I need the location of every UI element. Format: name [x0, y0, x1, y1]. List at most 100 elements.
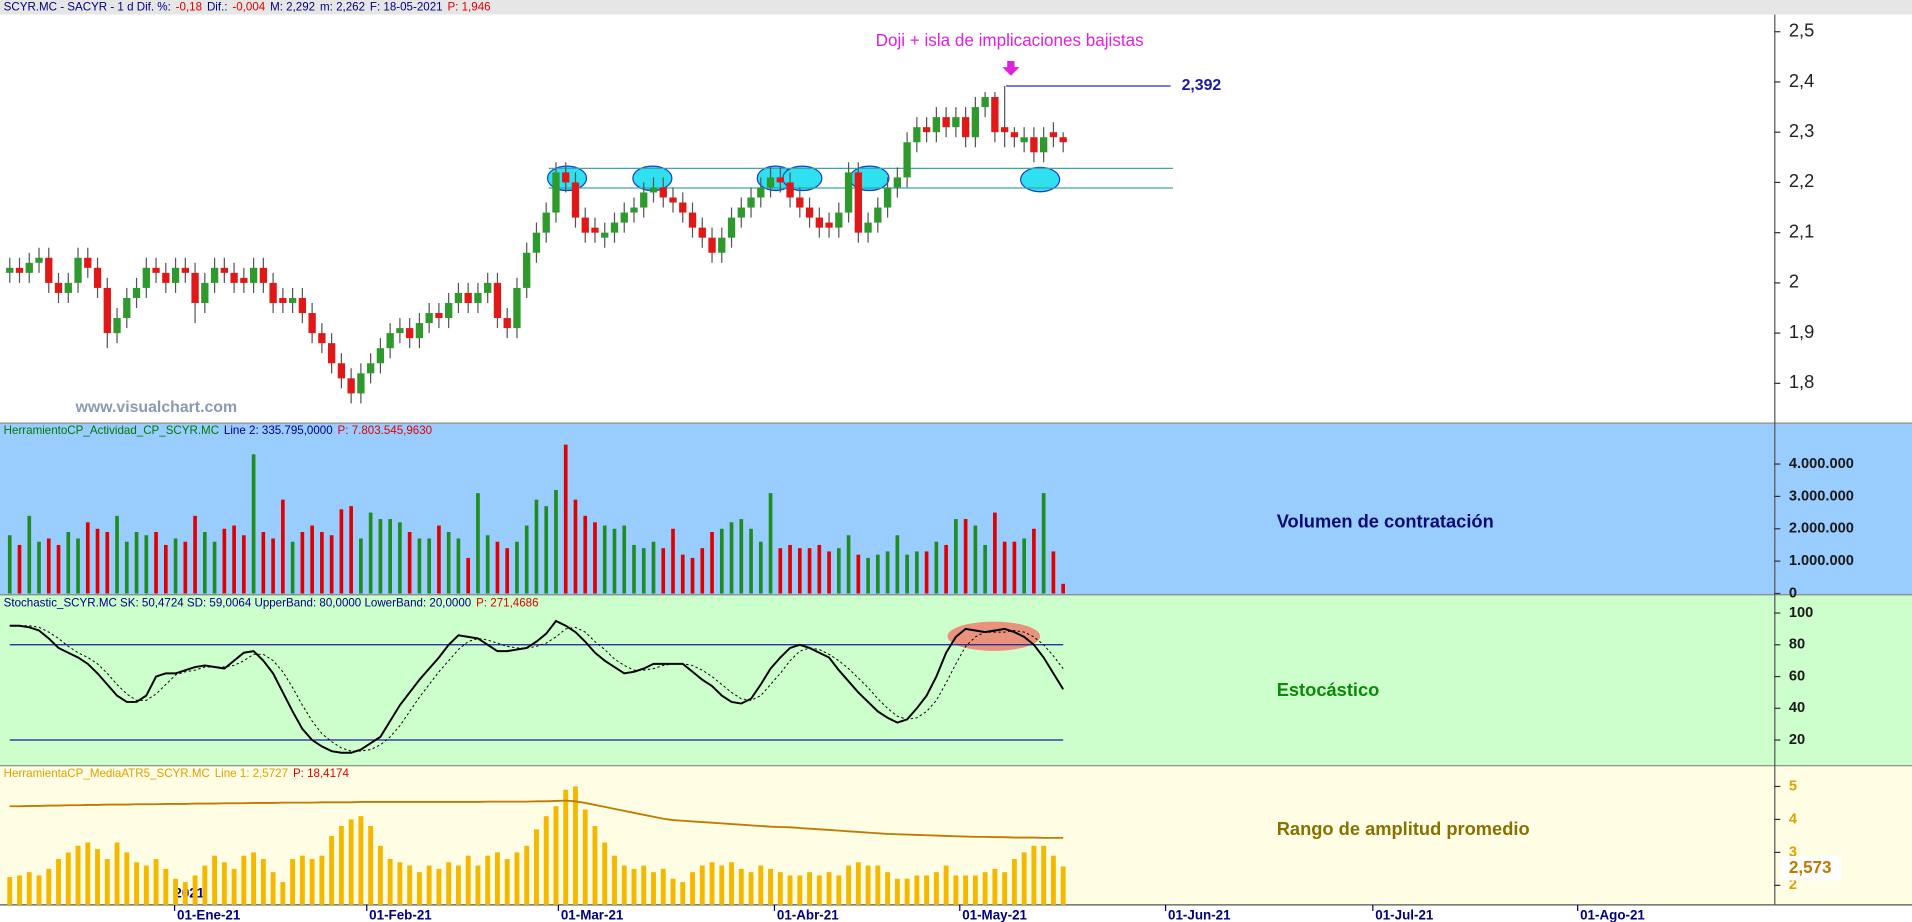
- bar: [76, 538, 80, 594]
- candle-body: [308, 313, 316, 334]
- bar: [524, 845, 530, 905]
- header-field: F: 18-05-2021: [370, 1, 443, 13]
- bar: [885, 551, 890, 594]
- bar: [202, 532, 207, 594]
- bar: [1002, 872, 1008, 905]
- bar: [1050, 855, 1056, 905]
- candle-body: [640, 192, 648, 208]
- candle-body: [181, 267, 189, 273]
- bar: [251, 454, 256, 594]
- bar: [485, 535, 490, 594]
- bar: [621, 865, 627, 905]
- panel-label: Volumen de contratación: [1277, 510, 1494, 531]
- candle-body: [747, 197, 755, 208]
- y-tick-label: 80: [1789, 637, 1805, 653]
- bar: [602, 842, 608, 905]
- bar: [710, 532, 714, 594]
- bar: [933, 872, 939, 905]
- bar: [573, 786, 578, 905]
- candle-body: [445, 302, 453, 319]
- bar: [232, 525, 236, 594]
- bar: [377, 845, 383, 905]
- price-panel: [0, 14, 1912, 423]
- bar: [807, 872, 813, 905]
- bar: [953, 875, 959, 905]
- candle-body: [25, 262, 33, 273]
- bar: [7, 535, 12, 594]
- x-tick-label: 01-Ene-21: [177, 907, 241, 922]
- bar: [554, 489, 558, 594]
- bar: [651, 541, 656, 594]
- highlight-ellipses: [546, 165, 1061, 193]
- bar: [709, 862, 715, 905]
- candle-body: [123, 297, 131, 319]
- bar: [894, 878, 900, 905]
- candle-body: [1020, 137, 1028, 143]
- bar: [95, 528, 100, 594]
- bar: [592, 826, 598, 905]
- y-tick-label: 2: [1789, 877, 1797, 893]
- bar: [1021, 852, 1027, 905]
- x-axis-strip: [0, 904, 1912, 922]
- header-strip: [0, 0, 1912, 15]
- bar: [738, 868, 744, 905]
- bar: [27, 515, 32, 594]
- bar: [505, 548, 510, 594]
- candle-body: [249, 267, 258, 283]
- bar: [729, 862, 734, 905]
- bar: [934, 541, 939, 594]
- bar: [543, 816, 549, 905]
- bar: [1031, 845, 1037, 905]
- bar: [660, 868, 666, 905]
- y-tick-label: 4: [1789, 811, 1798, 827]
- bar: [632, 544, 636, 594]
- candle-body: [854, 172, 862, 233]
- candle-body: [503, 318, 511, 329]
- y-tick-label: 1,9: [1789, 321, 1814, 342]
- candle-body: [981, 97, 989, 108]
- bar: [963, 875, 969, 905]
- bar: [65, 852, 71, 905]
- bar: [104, 858, 110, 905]
- bar: [534, 829, 539, 905]
- candle-body: [679, 202, 687, 213]
- y-tick-label: 4.000.000: [1789, 456, 1854, 472]
- y-tick-label: 2,4: [1789, 70, 1814, 91]
- candle-body: [191, 272, 199, 303]
- bar: [358, 816, 364, 905]
- candle-body: [347, 378, 355, 394]
- candle-body: [776, 177, 784, 183]
- candle-body: [279, 297, 287, 303]
- candle-body: [376, 348, 385, 364]
- candle-body: [1039, 137, 1048, 153]
- candle-body: [84, 257, 92, 268]
- y-tick-label: 2.000.000: [1789, 521, 1854, 537]
- bar: [192, 875, 198, 905]
- bar: [729, 522, 734, 594]
- bar: [231, 868, 237, 905]
- candle-body: [6, 267, 14, 273]
- candle-body: [240, 277, 248, 283]
- bar: [300, 532, 305, 594]
- candle-body: [571, 182, 580, 218]
- bar: [397, 862, 403, 905]
- bar: [797, 875, 803, 905]
- bar: [671, 528, 675, 594]
- candle-body: [357, 373, 365, 394]
- bar: [115, 515, 119, 594]
- candle-body: [757, 187, 765, 198]
- candle-body: [259, 267, 268, 283]
- bar: [641, 865, 647, 905]
- bar: [495, 852, 500, 905]
- bar: [680, 554, 685, 594]
- bar: [719, 528, 724, 594]
- candle-body: [1000, 127, 1009, 133]
- bar: [954, 519, 958, 594]
- candle-body: [825, 222, 833, 228]
- stochastic-line: [9, 619, 1064, 754]
- candle-body: [835, 212, 843, 228]
- bar: [768, 868, 773, 905]
- y-tick-label: 100: [1789, 605, 1813, 621]
- bar: [56, 858, 61, 905]
- bar: [144, 535, 149, 594]
